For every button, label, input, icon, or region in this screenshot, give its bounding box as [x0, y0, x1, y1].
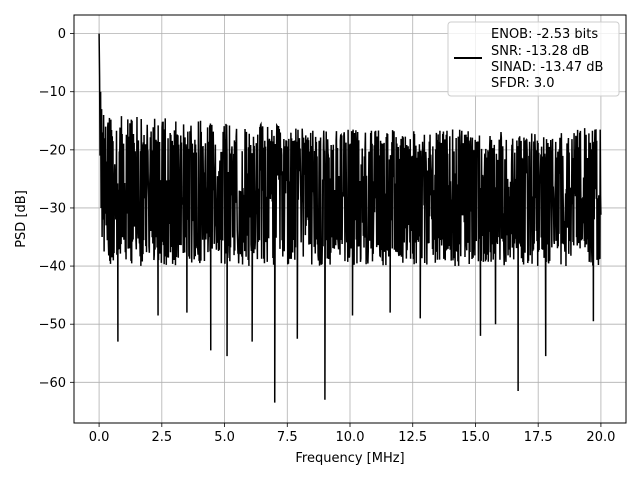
y-tick-label: −20 — [39, 143, 66, 158]
legend-line-sinad: SINAD: -13.47 dB — [491, 60, 603, 75]
y-axis-label: PSD [dB] — [14, 190, 29, 248]
x-tick-label: 15.0 — [461, 430, 490, 445]
legend-frame — [447, 21, 620, 97]
legend-line-enob: ENOB: -2.53 bits — [491, 27, 598, 42]
y-tick-label: −30 — [39, 201, 66, 216]
x-tick-label: 12.5 — [398, 430, 427, 445]
legend: ENOB: -2.53 bits SNR: -13.28 dB SINAD: -… — [447, 21, 620, 97]
x-axis-ticks: 0.0 2.5 5.0 7.5 10.0 12.5 15.0 17.5 20.0 — [89, 423, 615, 445]
psd-trace-line — [98, 33, 602, 403]
y-tick-label: −50 — [39, 318, 66, 333]
x-tick-label: 20.0 — [586, 430, 615, 445]
x-tick-label: 10.0 — [336, 430, 365, 445]
x-tick-label: 7.5 — [277, 430, 298, 445]
x-tick-label: 2.5 — [151, 430, 172, 445]
y-axis-ticks: 0 −10 −20 −30 −40 −50 −60 — [39, 27, 74, 391]
y-tick-label: −60 — [39, 376, 66, 391]
y-tick-label: 0 — [58, 27, 66, 42]
x-tick-label: 5.0 — [214, 430, 235, 445]
y-tick-label: −40 — [39, 260, 66, 275]
y-tick-label: −10 — [39, 85, 66, 100]
x-axis-label: Frequency [MHz] — [295, 451, 404, 466]
legend-line-sfdr: SFDR: 3.0 — [491, 76, 555, 91]
x-tick-label: 17.5 — [524, 430, 553, 445]
x-tick-label: 0.0 — [89, 430, 110, 445]
legend-line-snr: SNR: -13.28 dB — [491, 44, 589, 59]
